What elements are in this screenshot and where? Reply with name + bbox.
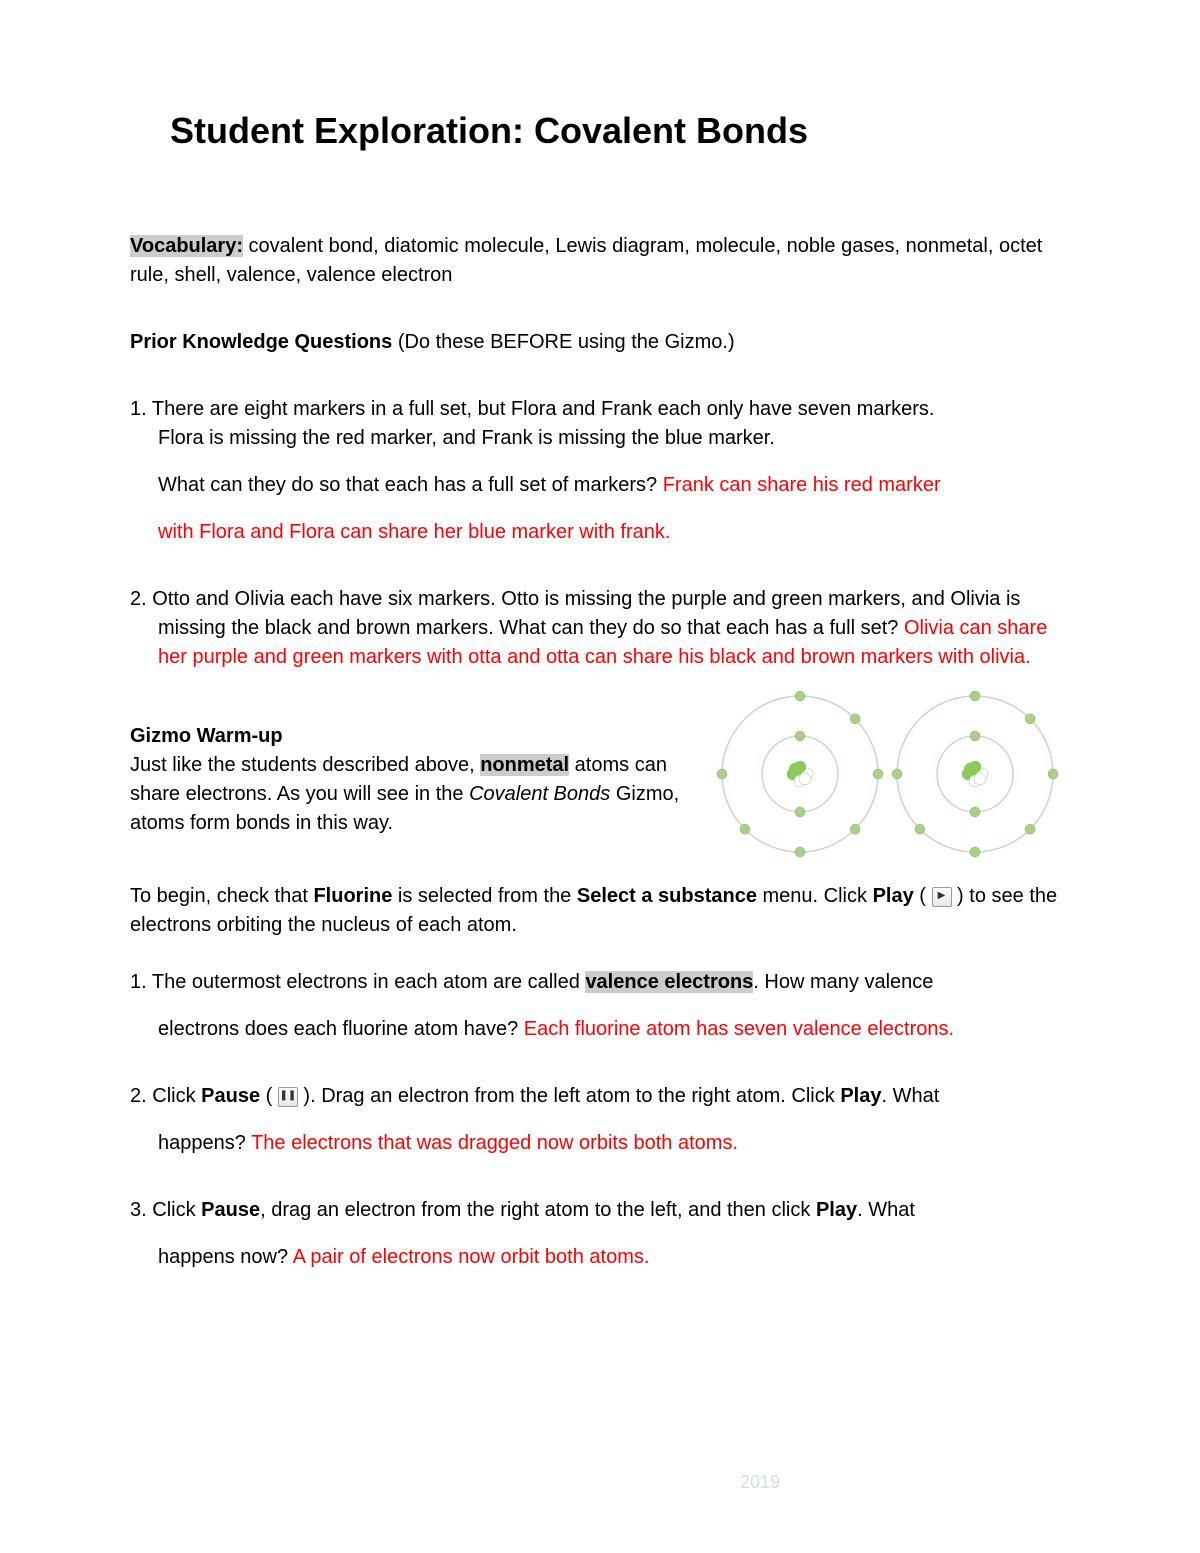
wq1-b: . How many valence bbox=[753, 971, 933, 993]
q1-line2: Flora is missing the red marker, and Fra… bbox=[130, 424, 1070, 453]
footer-year: 2019 bbox=[740, 1472, 780, 1493]
wp2d: ( bbox=[914, 885, 932, 907]
wq2-play: Play bbox=[840, 1085, 881, 1107]
wq3-c: . What bbox=[857, 1199, 915, 1221]
q1-line1: There are eight markers in a full set, b… bbox=[152, 398, 935, 420]
warmup-p1: Just like the students described above, … bbox=[130, 751, 690, 838]
q1-number: 1. bbox=[130, 398, 152, 420]
wp2-play: Play bbox=[873, 885, 914, 907]
wq3-play: Play bbox=[816, 1199, 857, 1221]
wq3-pause: Pause bbox=[201, 1199, 260, 1221]
wp2-select: Select a substance bbox=[577, 885, 757, 907]
prior-knowledge-heading: Prior Knowledge Questions (Do these BEFO… bbox=[130, 328, 1070, 357]
warmup-p1a: Just like the students described above, bbox=[130, 754, 480, 776]
atom-diagram bbox=[710, 684, 1070, 864]
wq1-c: electrons does each fluorine atom have? bbox=[158, 1018, 524, 1040]
warmup-p2: To begin, check that Fluorine is selecte… bbox=[130, 882, 1070, 940]
wq3-d: happens now? bbox=[158, 1246, 293, 1268]
q1-answer-part2: with Flora and Flora can share her blue … bbox=[130, 518, 1070, 547]
wq2-c: ). Drag an electron from the left atom t… bbox=[298, 1085, 840, 1107]
warmup-q1: 1. The outermost electrons in each atom … bbox=[130, 968, 1070, 1044]
wp2a: To begin, check that bbox=[130, 885, 313, 907]
pause-icon: ❚❚ bbox=[278, 1087, 298, 1107]
covalent-bonds-italic: Covalent Bonds bbox=[469, 783, 610, 805]
wp2-fluorine: Fluorine bbox=[313, 885, 392, 907]
wq2-pause: Pause bbox=[201, 1085, 260, 1107]
valence-electrons-highlight: valence electrons bbox=[585, 971, 753, 993]
wq2-b: ( bbox=[260, 1085, 278, 1107]
wq3-a: Click bbox=[152, 1199, 201, 1221]
prior-heading-note: (Do these BEFORE using the Gizmo.) bbox=[398, 331, 735, 353]
warmup-q3: 3. Click Pause, drag an electron from th… bbox=[130, 1196, 1070, 1272]
warmup-section: Gizmo Warm-up Just like the students des… bbox=[130, 722, 1070, 864]
wp2c: menu. Click bbox=[757, 885, 873, 907]
wq2-num: 2. bbox=[130, 1085, 152, 1107]
page-title: Student Exploration: Covalent Bonds bbox=[170, 110, 1070, 152]
q1-prompt: What can they do so that each has a full… bbox=[158, 474, 663, 496]
play-icon: ▶ bbox=[932, 887, 952, 907]
wp2b: is selected from the bbox=[392, 885, 577, 907]
wq3-b: , drag an electron from the right atom t… bbox=[260, 1199, 816, 1221]
document-page: Student Exploration: Covalent Bonds Voca… bbox=[0, 0, 1200, 1553]
wq2-a: Click bbox=[152, 1085, 201, 1107]
vocabulary-label: Vocabulary: bbox=[130, 235, 243, 257]
wq1-num: 1. bbox=[130, 971, 152, 993]
wq3-answer: A pair of electrons now orbit both atoms… bbox=[293, 1246, 650, 1268]
vocabulary-section: Vocabulary: covalent bond, diatomic mole… bbox=[130, 232, 1070, 290]
vocabulary-text: covalent bond, diatomic molecule, Lewis … bbox=[130, 235, 1042, 286]
prior-q2: 2. Otto and Olivia each have six markers… bbox=[130, 585, 1070, 672]
nonmetal-highlight: nonmetal bbox=[480, 754, 569, 776]
warmup-q2: 2. Click Pause ( ❚❚ ). Drag an electron … bbox=[130, 1082, 1070, 1158]
wq2-answer: The electrons that was dragged now orbit… bbox=[251, 1132, 738, 1154]
prior-q1: 1. There are eight markers in a full set… bbox=[130, 395, 1070, 547]
wq3-num: 3. bbox=[130, 1199, 152, 1221]
wq2-e: happens? bbox=[158, 1132, 251, 1154]
prior-heading-bold: Prior Knowledge Questions bbox=[130, 331, 398, 353]
warmup-heading: Gizmo Warm-up bbox=[130, 722, 690, 751]
wq1-a: The outermost electrons in each atom are… bbox=[152, 971, 586, 993]
wq1-answer: Each fluorine atom has seven valence ele… bbox=[524, 1018, 954, 1040]
q1-answer-part1: Frank can share his red marker bbox=[663, 474, 941, 496]
wq2-d: . What bbox=[881, 1085, 939, 1107]
